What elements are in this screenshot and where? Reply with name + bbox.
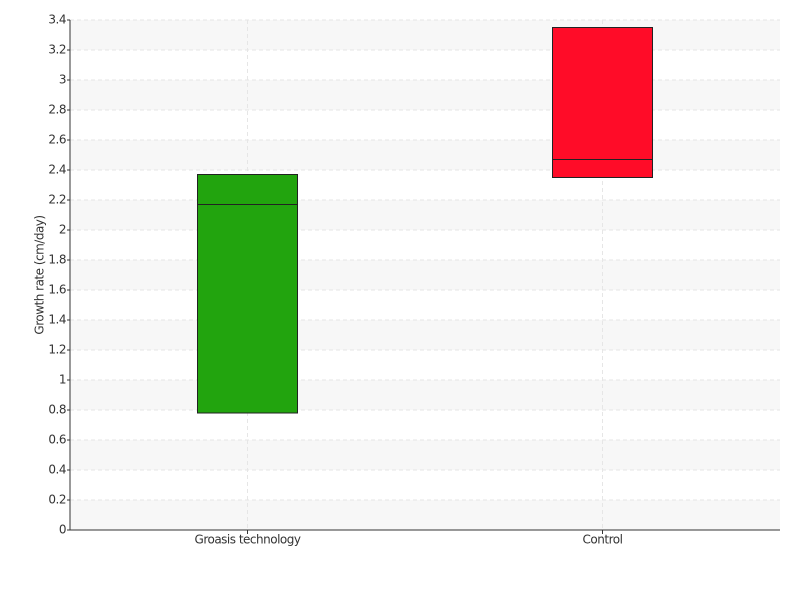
y-tick-label: 3: [59, 73, 66, 87]
y-tick-label: 2.8: [48, 103, 66, 117]
y-tick-label: 2.4: [48, 163, 66, 177]
x-tick-label: Groasis technology: [195, 533, 301, 547]
grid-band: [70, 380, 780, 410]
x-tick-label: Control: [583, 533, 623, 547]
y-tick-label: 1.2: [48, 343, 66, 357]
grid-band: [70, 440, 780, 470]
y-tick-label: 0.8: [48, 403, 66, 417]
y-tick-label: 0.4: [48, 463, 66, 477]
grid-band: [70, 260, 780, 290]
grid-band: [70, 500, 780, 530]
y-tick-label: 2.6: [48, 133, 66, 147]
y-tick-label: 2.2: [48, 193, 66, 207]
y-tick-label: 3.2: [48, 43, 66, 57]
box: [197, 174, 298, 414]
y-tick-label: 3.4: [48, 13, 66, 27]
grid-band: [70, 200, 780, 230]
y-axis-label: Growth rate (cm/day): [33, 215, 47, 334]
y-tick-label: 0: [59, 523, 66, 537]
box: [552, 27, 653, 178]
y-tick-label: 0.6: [48, 433, 66, 447]
y-tick-label: 1.8: [48, 253, 66, 267]
grid-band: [70, 140, 780, 170]
grid-band: [70, 320, 780, 350]
grid-band: [70, 80, 780, 110]
y-tick-label: 0.2: [48, 493, 66, 507]
y-tick-label: 1.4: [48, 313, 66, 327]
y-tick-label: 2: [59, 223, 66, 237]
y-tick-label: 1: [59, 373, 66, 387]
grid-band: [70, 20, 780, 50]
y-tick-label: 1.6: [48, 283, 66, 297]
